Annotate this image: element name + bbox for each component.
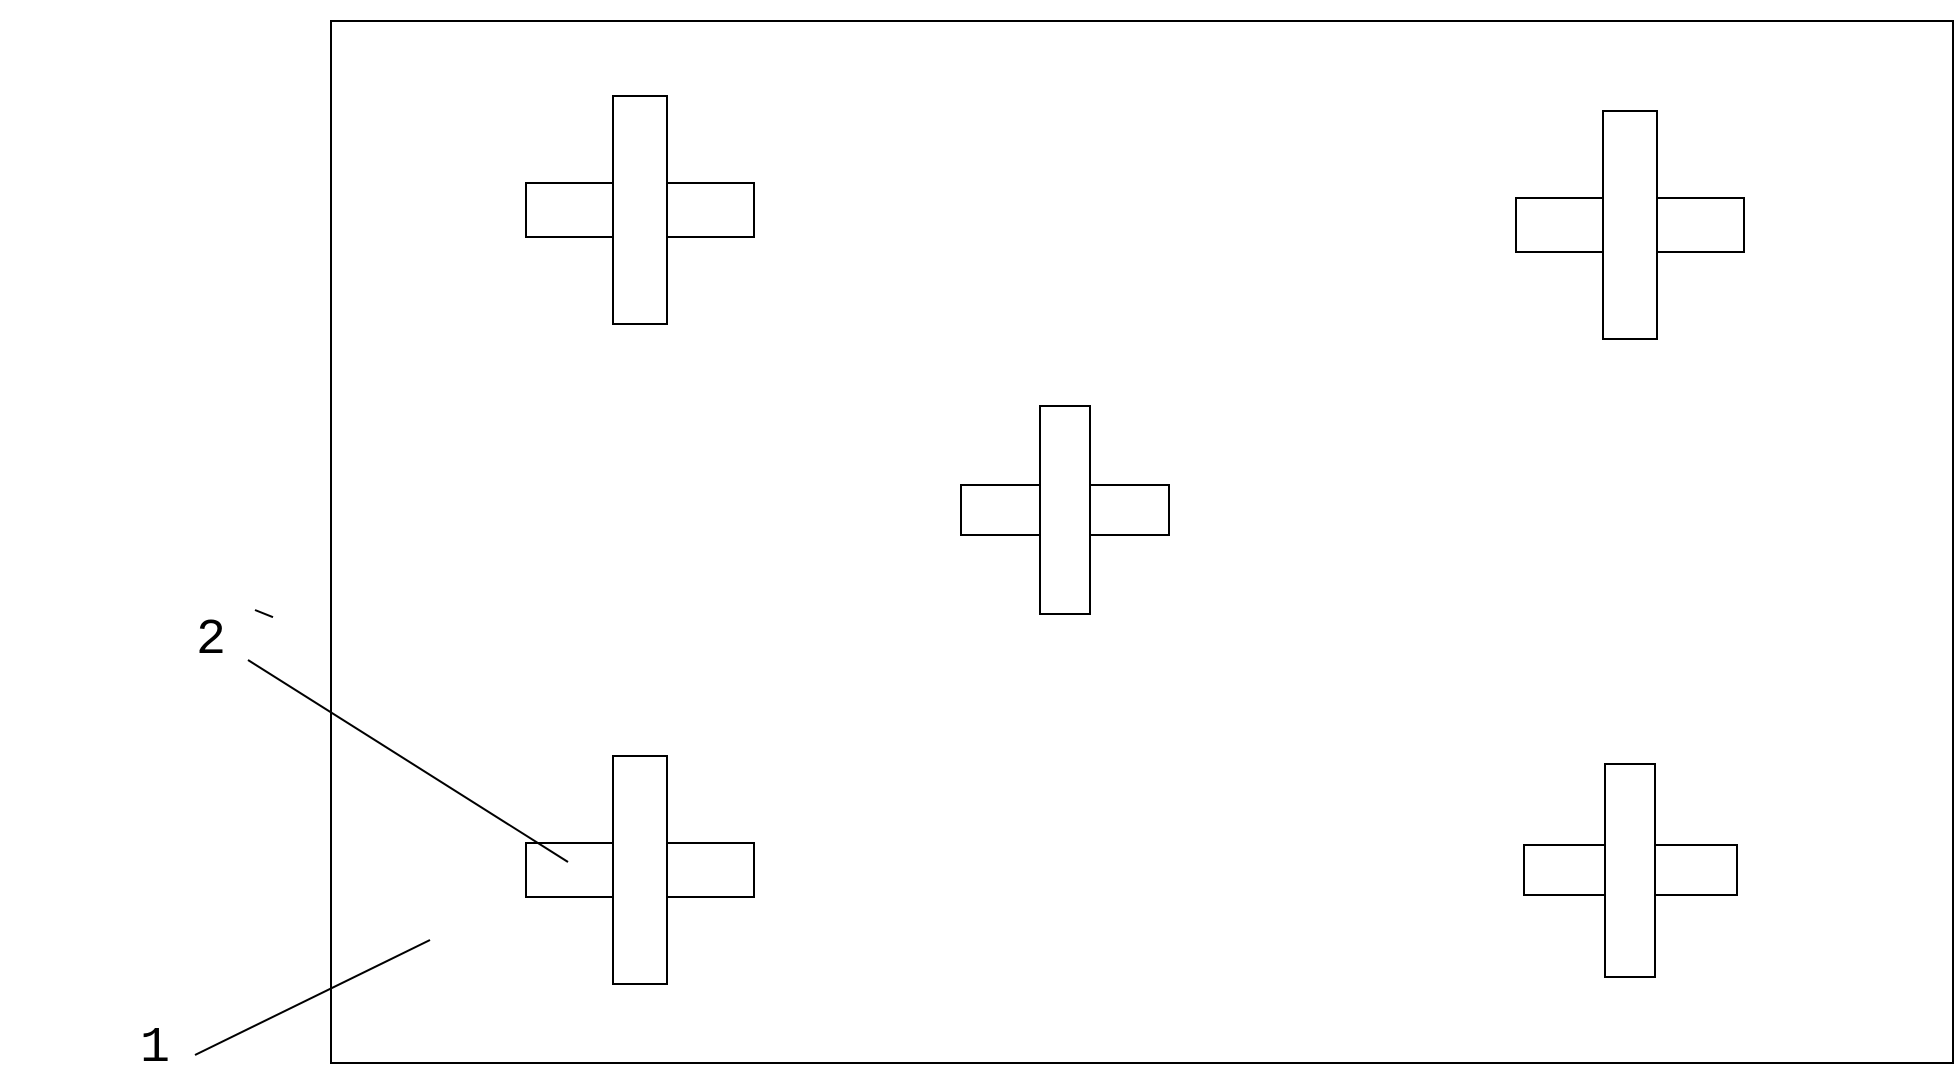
tick-mark	[255, 610, 273, 617]
leaders-layer	[0, 0, 1960, 1082]
leader-line	[248, 660, 568, 862]
diagram-canvas: 21	[0, 0, 1960, 1082]
leader-line	[195, 940, 430, 1055]
